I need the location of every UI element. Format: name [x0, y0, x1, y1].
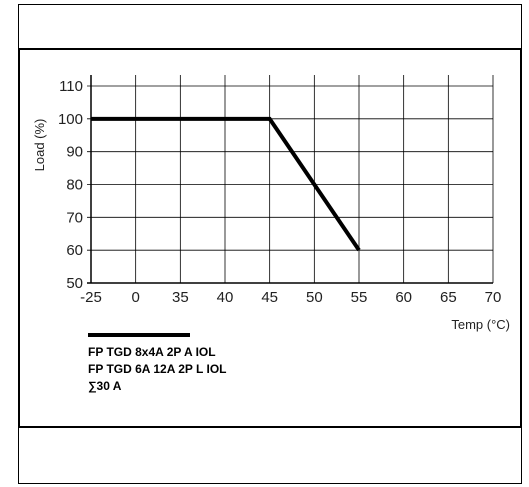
series-layer — [91, 116, 361, 252]
legend-line-3: ∑30 A — [88, 379, 122, 393]
y-tick-label: 100 — [58, 111, 83, 128]
x-tick-label: 45 — [261, 289, 278, 306]
y-tick-label: 110 — [59, 78, 83, 95]
y-axis-label: Load (%) — [32, 119, 47, 172]
y-tick-label: 60 — [66, 242, 83, 259]
x-tick-label: 65 — [440, 289, 457, 306]
y-tick-labels: 110 100 90 80 70 60 50 — [58, 78, 83, 292]
y-tick-label: 80 — [66, 177, 83, 194]
legend-line-1: FP TGD 8x4A 2P A IOL — [88, 345, 216, 359]
grid — [87, 75, 494, 284]
x-tick-label: 0 — [131, 289, 139, 306]
chart-frame — [18, 48, 522, 428]
x-tick-label: 35 — [172, 289, 189, 306]
x-tick-label: 40 — [217, 289, 234, 306]
x-tick-label: 70 — [485, 289, 502, 306]
x-tick-label: 50 — [306, 289, 323, 306]
y-tick-label: 50 — [66, 275, 83, 292]
x-axis-label: Temp (°C) — [451, 317, 510, 332]
x-tick-label: -25 — [80, 289, 102, 306]
legend-line-2: FP TGD 6A 12A 2P L IOL — [88, 362, 227, 376]
y-tick-label: 70 — [66, 209, 83, 226]
series-line — [91, 116, 361, 252]
x-tick-labels: -25 0 35 40 45 50 55 60 65 70 — [80, 289, 501, 306]
x-tick-label: 55 — [351, 289, 368, 306]
x-tick-label: 60 — [395, 289, 412, 306]
y-tick-label: 90 — [66, 144, 83, 161]
